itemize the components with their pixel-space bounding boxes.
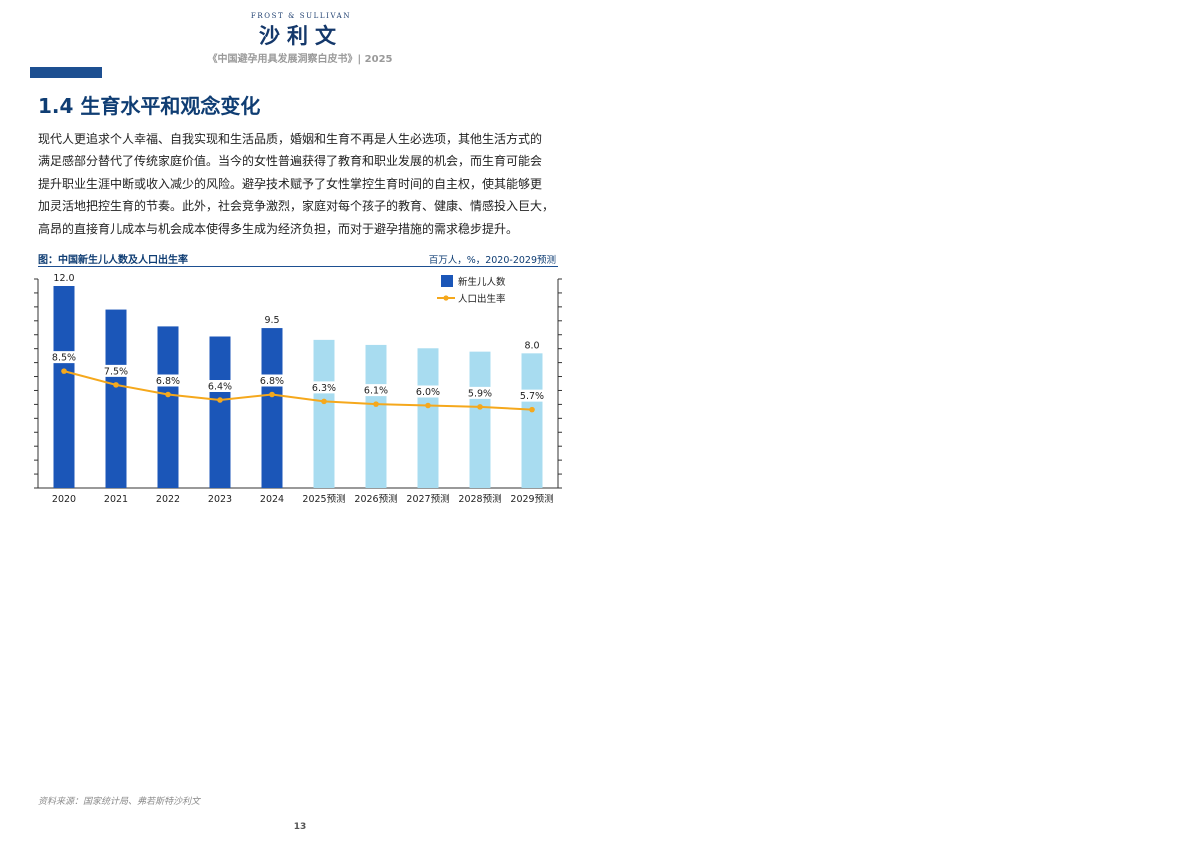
legend-label: 新生儿人数 xyxy=(458,276,506,288)
bar xyxy=(209,336,231,488)
legend-label: 人口出生率 xyxy=(458,293,506,305)
x-tick-label: 2027预测 xyxy=(406,494,449,505)
x-tick-label: 2021 xyxy=(104,494,128,505)
caption-rule xyxy=(38,266,558,267)
rate-value-label: 6.8% xyxy=(260,376,284,387)
rate-label-bg xyxy=(206,380,234,392)
bar xyxy=(53,286,75,488)
chart-caption: 图：中国新生儿人数及人口出生率 xyxy=(38,255,188,266)
bar-value-label: 12.0 xyxy=(53,273,74,284)
paragraph-line: 现代人更追求个人幸福、自我实现和生活品质，婚姻和生育不再是人生必选项，其他生活方… xyxy=(38,132,543,146)
bar-value-label: 8.0 xyxy=(524,340,539,351)
legend-bar-swatch xyxy=(441,275,453,287)
rate-label-bg xyxy=(362,384,390,397)
body-paragraph: 现代人更追求个人幸福、自我实现和生活品质，婚姻和生育不再是人生必选项，其他生活方… xyxy=(38,128,568,240)
birth-rate-point xyxy=(217,397,223,403)
legend-line-marker xyxy=(443,295,449,301)
rate-label-bg xyxy=(154,374,182,387)
x-tick-label: 2020 xyxy=(52,494,76,505)
paragraph-line: 满足感部分替代了传统家庭价值。当今的女性普遍获得了教育和职业发展的机会，而生育可… xyxy=(38,154,543,169)
logo-chinese: 沙利文 xyxy=(259,24,343,48)
birth-rate-point xyxy=(321,398,327,405)
x-tick-label: 2023 xyxy=(208,494,232,505)
chart-units: 百万人，%，2020-2029预测 xyxy=(428,255,556,266)
bar-value-label: 9.5 xyxy=(264,315,279,326)
rate-label-bg xyxy=(258,374,286,387)
x-tick-label: 2024 xyxy=(260,494,284,505)
source-note: 资料来源：国家统计局、弗若斯特沙利文 xyxy=(38,797,201,807)
bar xyxy=(469,351,491,488)
bar xyxy=(157,326,179,488)
rate-value-label: 6.8% xyxy=(156,376,180,387)
birth-rate-line xyxy=(63,370,533,411)
rate-value-label: 6.0% xyxy=(416,387,440,398)
rate-label-bg xyxy=(414,385,442,398)
paragraph-line: 加灵活地把控生育的节奏。此外，社会竞争激烈，家庭对每个孩子的教育、健康、情感投入… xyxy=(38,199,555,214)
paragraph-line: 高昂的直接育儿成本与机会成本使得多生成为经济负担，而对于避孕措施的需求稳步提升。 xyxy=(38,221,519,236)
bar xyxy=(105,309,127,488)
logo-english: FROST & SULLIVAN xyxy=(250,12,352,20)
rate-label-bg xyxy=(466,386,494,399)
rate-value-label: 5.7% xyxy=(520,391,544,402)
rate-label-bg xyxy=(310,381,338,394)
birth-rate-point xyxy=(113,382,119,388)
rate-label-bg xyxy=(518,389,546,402)
x-tick-label: 2029预测 xyxy=(510,494,553,505)
rate-value-label: 6.3% xyxy=(312,383,336,394)
bar xyxy=(417,348,439,488)
rate-label-bg xyxy=(50,351,78,364)
birth-rate-point xyxy=(269,391,275,398)
birth-rate-point xyxy=(529,406,535,413)
birth-rate-point xyxy=(425,402,431,409)
bar xyxy=(313,339,335,488)
birth-rate-point xyxy=(373,401,379,407)
x-tick-label: 2025预测 xyxy=(302,494,345,505)
bar xyxy=(521,353,543,488)
bar xyxy=(261,328,283,488)
section-accent-bar xyxy=(30,67,102,78)
rate-label-bg xyxy=(102,364,130,377)
section-heading: 1.4 生育水平和观念变化 xyxy=(38,94,261,118)
rate-value-label: 8.5% xyxy=(52,353,76,364)
rate-value-label: 7.5% xyxy=(104,366,128,377)
page-number: 13 xyxy=(293,822,307,832)
paragraph-line: 提升职业生涯中断或收入减少的风险。避孕技术赋予了女性掌控生育时间的自主权，使其能… xyxy=(38,176,543,191)
bar xyxy=(365,344,387,488)
birth-rate-point xyxy=(477,404,483,410)
x-tick-label: 2028预测 xyxy=(458,494,501,505)
x-tick-label: 2026预测 xyxy=(354,494,397,505)
rate-value-label: 5.9% xyxy=(468,388,492,399)
x-tick-label: 2022 xyxy=(156,494,180,505)
birth-rate-point xyxy=(61,368,67,374)
report-title: 《中国避孕用具发展洞察白皮书》| 2025 xyxy=(207,54,393,65)
rate-value-label: 6.1% xyxy=(364,386,388,397)
birth-rate-point xyxy=(165,391,171,398)
rate-value-label: 6.4% xyxy=(208,382,232,393)
